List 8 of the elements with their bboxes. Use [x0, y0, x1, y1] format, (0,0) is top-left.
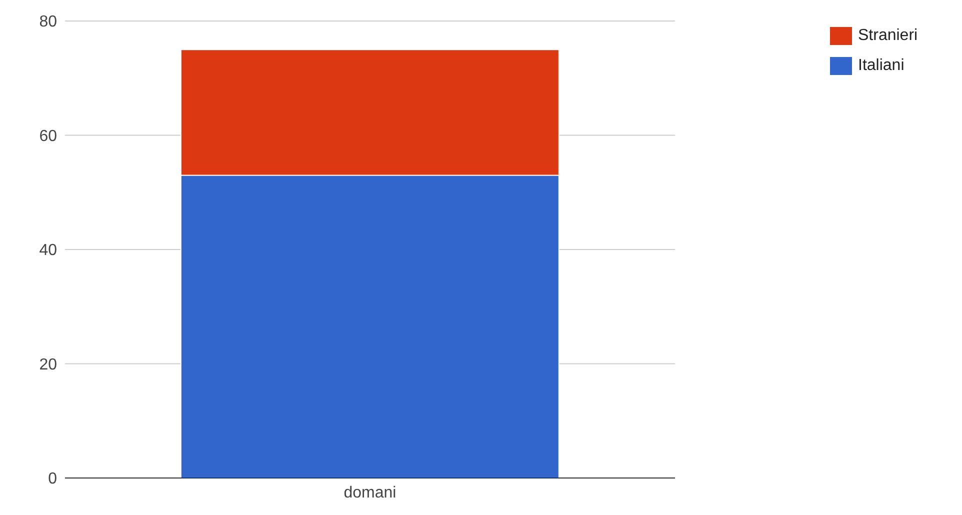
x-tick-label: domani [344, 484, 396, 502]
legend-label: Stranieri [858, 27, 918, 45]
y-tick-label: 60 [39, 128, 58, 145]
legend-label: Italiani [858, 57, 904, 75]
y-tick-label: 20 [39, 356, 58, 374]
y-tick-label: 0 [48, 470, 58, 488]
y-tick-label: 40 [39, 242, 58, 260]
y-tick-label: 80 [39, 14, 58, 31]
